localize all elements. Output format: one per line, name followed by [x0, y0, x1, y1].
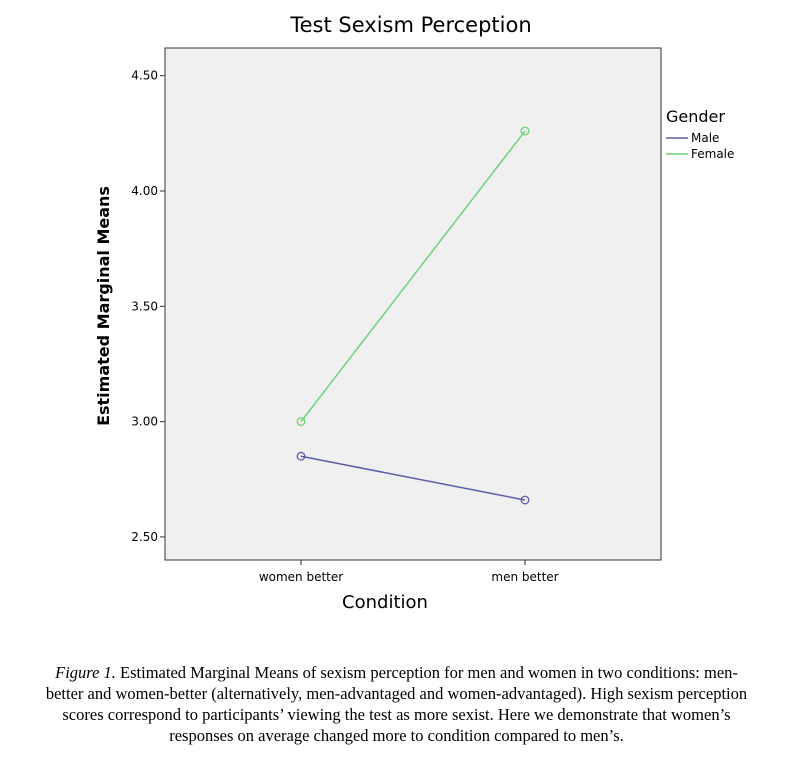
plot-area: [164, 47, 662, 561]
x-tick-label: women better: [259, 570, 343, 584]
data-point-female: [296, 417, 306, 427]
figure-label: Figure 1.: [55, 663, 116, 682]
series-line-female: [300, 130, 526, 423]
chart: Test Sexism Perception 2.50 3.00 3.50 4.00 4…: [94, 13, 734, 613]
legend: Gender Male Female: [666, 107, 734, 161]
legend-label-female: Female: [691, 147, 734, 161]
series-layer: [296, 126, 530, 505]
chart-title: Test Sexism Perception: [289, 13, 531, 37]
y-tick-label: 4.50: [131, 69, 158, 83]
data-point-female: [520, 126, 530, 136]
y-tick-label: 4.00: [131, 184, 158, 198]
y-axis-title: Estimated Marginal Means: [94, 186, 113, 426]
y-tick-label: 2.50: [131, 530, 158, 544]
y-tick-label: 3.00: [131, 415, 158, 429]
caption-text: Estimated Marginal Means of sexism perce…: [45, 663, 748, 745]
x-axis-title: Condition: [342, 592, 428, 613]
legend-label-male: Male: [691, 131, 719, 145]
data-point-male: [520, 495, 530, 505]
x-axis: women better men better: [259, 560, 559, 584]
series-line-male: [300, 455, 526, 501]
figure-caption: Figure 1. Estimated Marginal Means of se…: [40, 662, 753, 746]
data-point-male: [296, 451, 306, 461]
y-axis: 2.50 3.00 3.50 4.00 4.50: [131, 69, 165, 544]
y-tick-label: 3.50: [131, 299, 158, 313]
legend-title: Gender: [666, 107, 725, 126]
x-tick-label: men better: [491, 570, 558, 584]
